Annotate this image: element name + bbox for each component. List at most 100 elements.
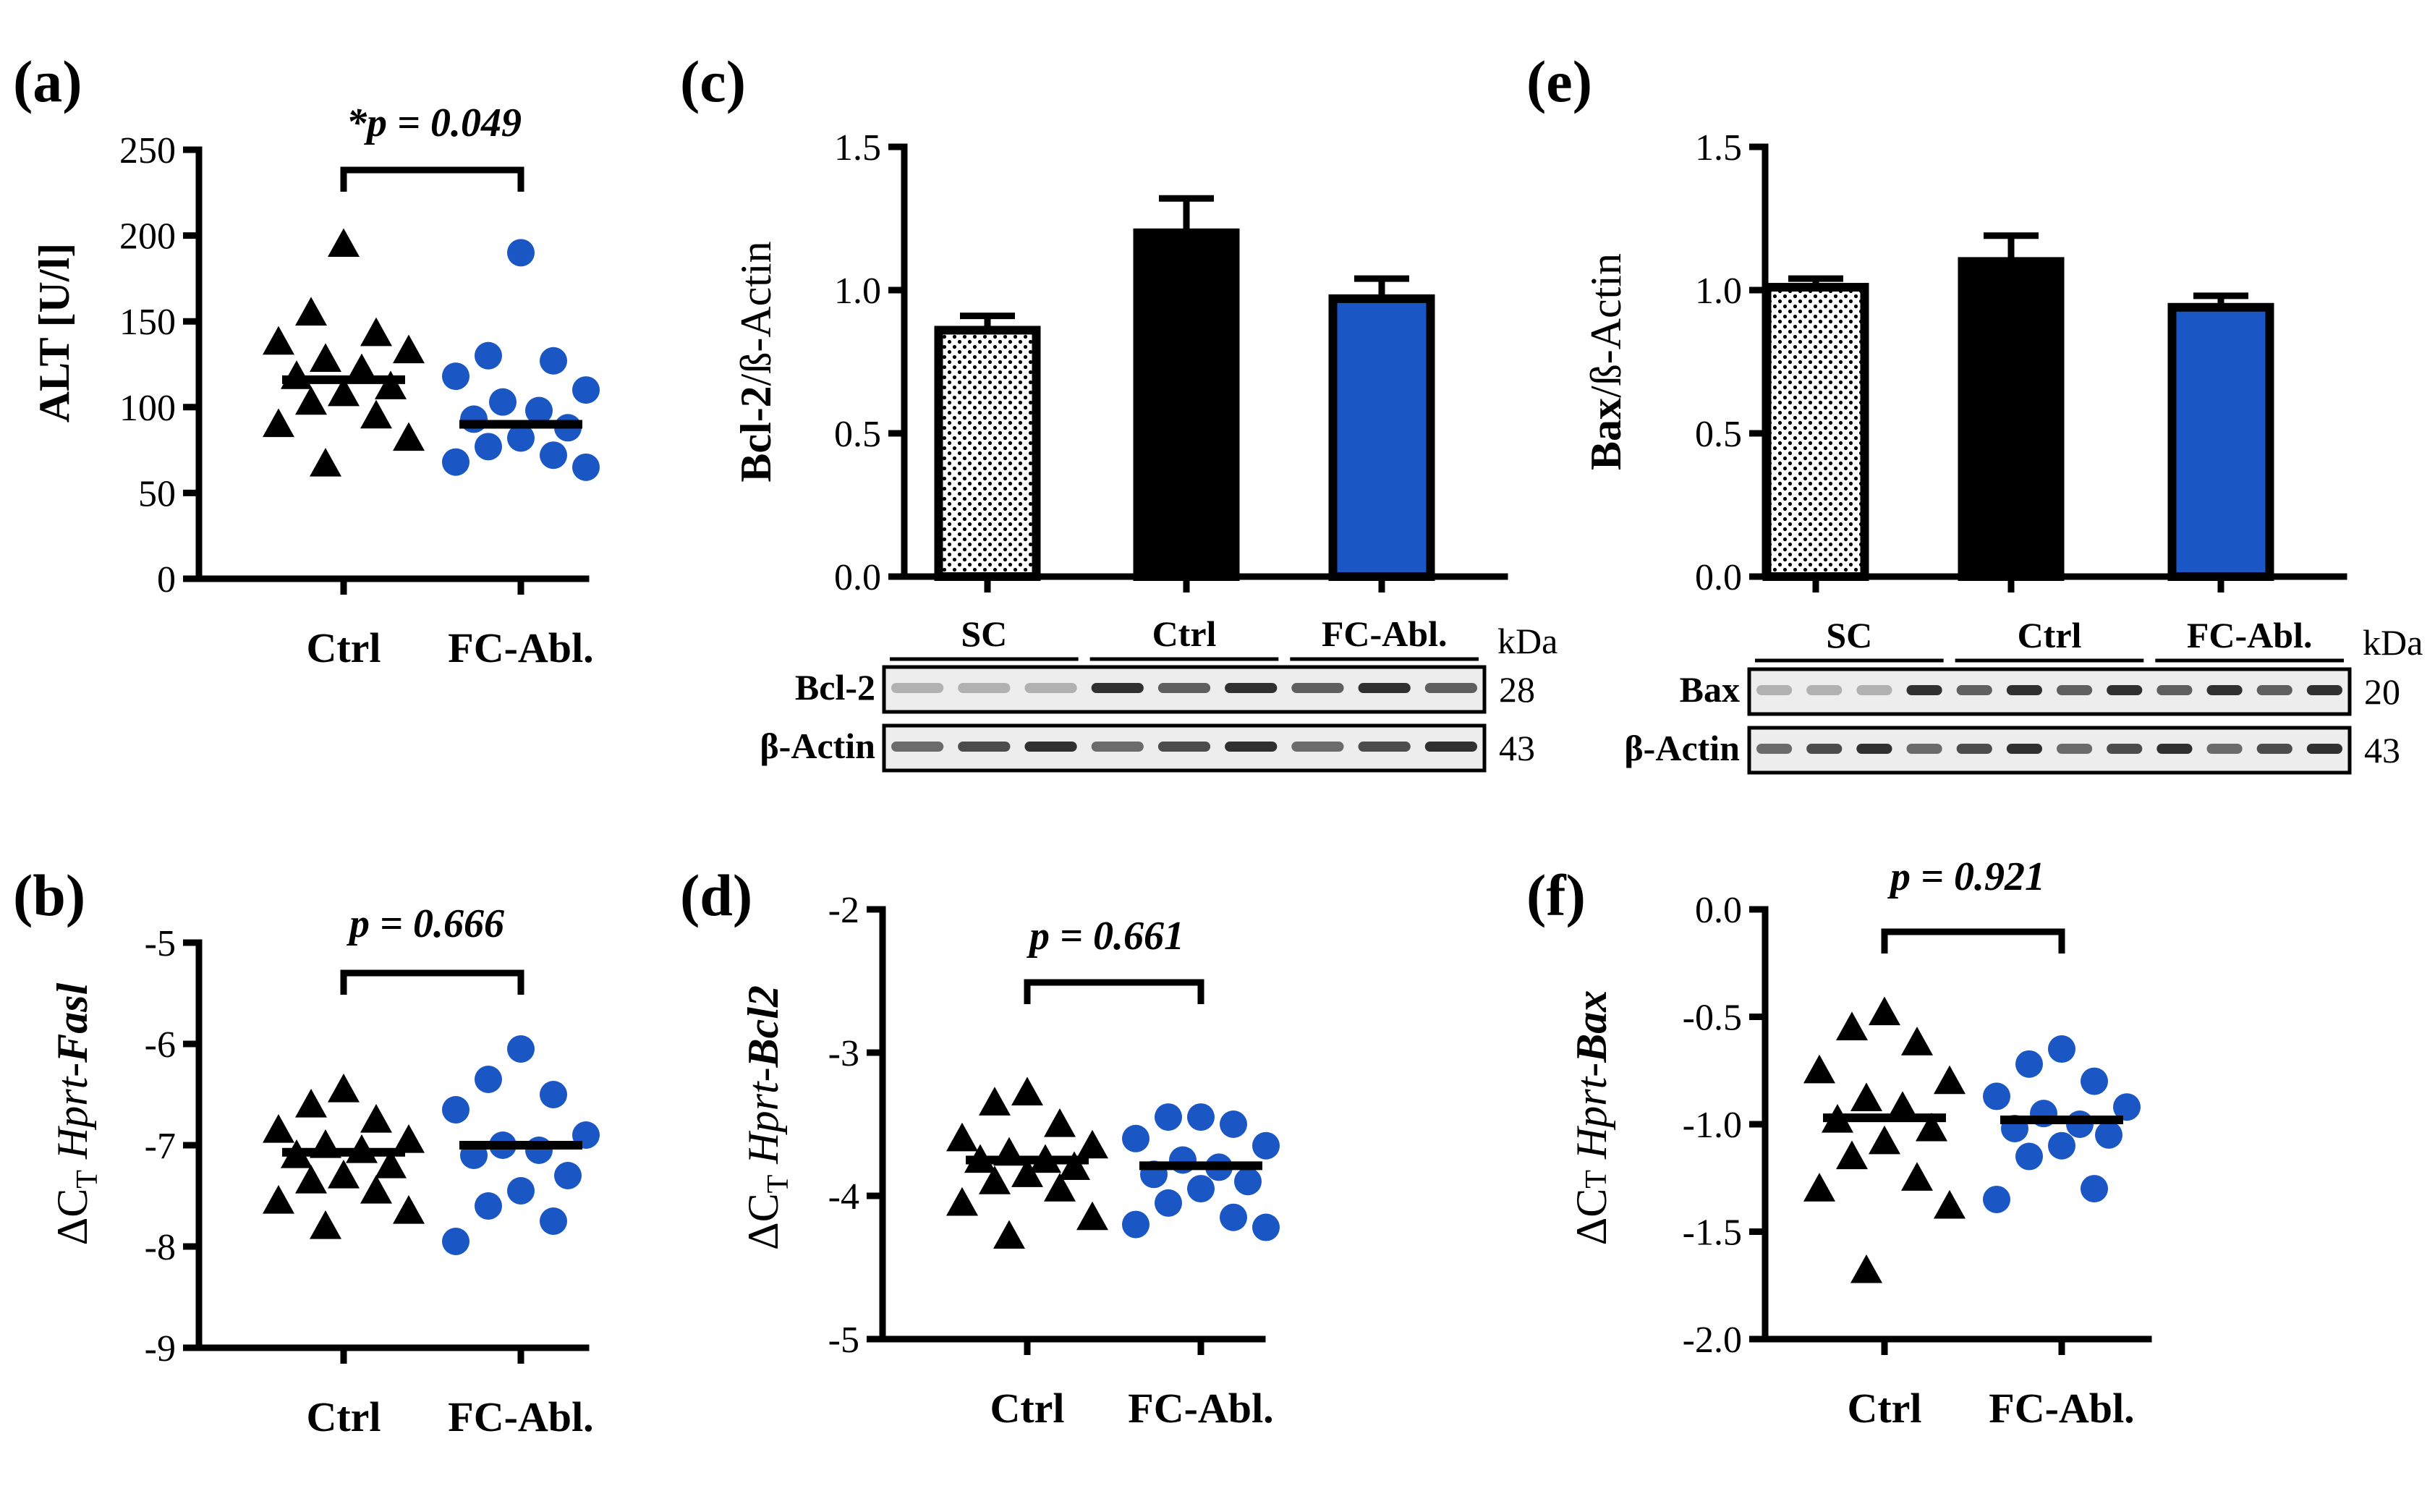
blot-band: [1157, 683, 1211, 693]
blot-band: [2006, 744, 2042, 754]
panel-label: (b): [13, 862, 85, 928]
blot-row-label: Bax: [1680, 669, 1740, 710]
data-point: [1983, 1185, 2010, 1213]
blot-band: [2306, 685, 2342, 695]
data-point: [263, 1185, 294, 1214]
data-point: [1887, 1091, 1918, 1120]
bar: [1133, 228, 1240, 581]
data-point: [540, 441, 567, 470]
panel-c: (c) Bcl-2/ß-Actin 0.0 0.5 1.0 1.5 SC Ctrl FC-…: [680, 48, 1558, 773]
data-point: [263, 1114, 294, 1143]
y-tick-label: 0.5: [834, 414, 881, 455]
blot-band: [2206, 685, 2243, 695]
blot-band: [1024, 742, 1077, 752]
data-point: [328, 377, 360, 407]
y-tick-label: -5: [145, 923, 176, 964]
data-point: [281, 360, 313, 389]
data-point: [507, 424, 535, 452]
x-tick-label: Ctrl: [1847, 1385, 1921, 1432]
data-point: [507, 239, 535, 267]
plot-area: -5 -4 -3 -2 Ctrl FC-Abl.: [828, 890, 1280, 1432]
data-point: [475, 1066, 502, 1093]
data-point: [295, 386, 327, 415]
blot-band: [958, 683, 1011, 693]
data-point: [295, 1089, 327, 1118]
data-point: [1934, 1189, 1966, 1219]
data-point: [1252, 1213, 1280, 1241]
y-axis-label: ΔCT Hprt-Fasl: [48, 982, 104, 1245]
blot-band: [1358, 742, 1411, 752]
blot-group-label: SC: [961, 613, 1007, 654]
data-point: [1187, 1175, 1215, 1203]
data-point: [1122, 1210, 1149, 1239]
y-tick-label: 150: [119, 302, 176, 343]
data-point: [442, 1228, 469, 1255]
blot-row-label: β-Actin: [1624, 728, 1740, 768]
data-point: [572, 376, 600, 404]
blot-kda: 28: [1499, 669, 1535, 710]
y-tick-label: 250: [119, 130, 176, 171]
data-point: [1983, 1082, 2010, 1110]
data-point: [1901, 1027, 1933, 1056]
blot-band: [1225, 683, 1278, 693]
x-tick-label: FC-Abl.: [1128, 1385, 1273, 1432]
data-point: [2095, 1121, 2122, 1149]
data-point: [1934, 1065, 1966, 1095]
y-tick-label: 0.0: [1695, 890, 1742, 931]
data-point: [295, 1165, 327, 1194]
data-point: [360, 1175, 392, 1204]
data-point: [1836, 1140, 1868, 1170]
data-point: [295, 297, 327, 326]
blot-row-label: Bcl-2: [795, 667, 875, 708]
x-tick-label: FC-Abl.: [448, 624, 593, 671]
bar: [1328, 294, 1435, 581]
blot-band: [2156, 685, 2193, 695]
significance-label: *p = 0.049: [347, 101, 522, 145]
y-tick-label: 0.0: [1695, 557, 1742, 598]
blot-band: [1756, 744, 1793, 754]
data-point: [507, 1035, 535, 1063]
data-point: [310, 343, 341, 372]
y-axis-label: ALT [U/l]: [30, 243, 78, 422]
y-tick-label: -4: [828, 1176, 859, 1218]
data-point: [375, 370, 407, 399]
y-tick-label: 0: [157, 559, 176, 600]
y-tick-label: 200: [119, 216, 176, 258]
blot-band: [2206, 744, 2243, 754]
blot-band: [1024, 683, 1077, 693]
data-point: [442, 1096, 469, 1124]
y-axis-label: Bcl-2/ß-Actin: [732, 241, 780, 482]
y-tick-label: 1.5: [834, 127, 881, 169]
bar: [2167, 302, 2274, 581]
blot-band: [2006, 685, 2042, 695]
data-point: [263, 408, 294, 438]
plot-area: 0.0 0.5 1.0 1.5: [834, 127, 1508, 598]
significance-bracket: [340, 969, 524, 995]
data-point: [328, 228, 360, 258]
y-tick-label: -8: [145, 1227, 176, 1268]
panel-label: (f): [1526, 862, 1586, 928]
data-point: [475, 433, 502, 461]
blot-strip: [1747, 667, 2352, 716]
data-point: [979, 1165, 1011, 1194]
panel-a: (a) ALT [U/l] *p = 0.049 0 50 100 150 200 250…: [13, 48, 600, 671]
significance-label: p = 0.661: [1027, 914, 1184, 959]
data-point: [2015, 1050, 2043, 1078]
y-axis-label: ΔCT Hprt-Bcl2: [739, 985, 795, 1250]
data-point: [2048, 1035, 2075, 1063]
y-tick-label: -7: [145, 1126, 176, 1167]
x-tick-label: Ctrl: [306, 1393, 381, 1440]
y-tick-label: -1.5: [1683, 1212, 1742, 1254]
x-tick-label: FC-Abl.: [448, 1393, 593, 1440]
data-point: [507, 1177, 535, 1205]
data-point: [2081, 1067, 2108, 1095]
blot-band: [1157, 742, 1211, 752]
x-tick-label: Ctrl: [306, 624, 381, 671]
blot-band: [2306, 744, 2342, 754]
blot-group-label: SC: [1826, 615, 1872, 655]
data-point: [572, 453, 600, 481]
data-point: [1234, 1168, 1262, 1196]
blot-band: [1091, 683, 1144, 693]
data-point: [2113, 1093, 2141, 1121]
data-point: [1122, 1124, 1149, 1152]
